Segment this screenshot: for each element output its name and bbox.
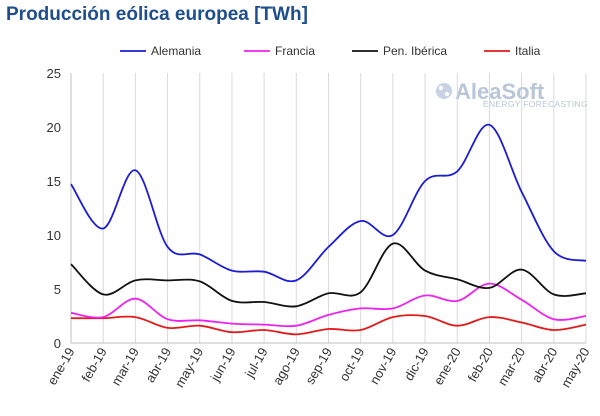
y-tick-label: 25 xyxy=(47,66,61,81)
x-tick-label: may-19 xyxy=(172,345,207,390)
x-tick-label: jun-19 xyxy=(207,345,239,385)
y-tick-label: 20 xyxy=(47,120,61,135)
x-tick-label: feb-20 xyxy=(465,345,496,384)
gridlines xyxy=(102,73,587,343)
x-tick-label: abr-20 xyxy=(529,345,561,385)
legend: Alemania Francia Pen. Ibérica Italia xyxy=(120,44,541,58)
logo-circle-icon xyxy=(436,83,452,99)
x-tick-label: ene-20 xyxy=(431,345,464,388)
y-tick-label: 15 xyxy=(47,174,61,189)
x-tick-label: mar-20 xyxy=(495,345,529,388)
chart-title: Producción eólica europea [TWh] xyxy=(6,4,308,25)
series-line-alemania xyxy=(70,123,587,283)
y-axis-ticks: 0 5 10 15 20 25 xyxy=(47,66,61,351)
legend-label: Francia xyxy=(275,44,315,58)
axes xyxy=(70,73,586,344)
x-tick-label: dic-19 xyxy=(401,345,432,383)
logo-main-text: AleaSoft xyxy=(455,79,545,104)
x-tick-label: jul-19 xyxy=(241,345,270,381)
x-tick-label: ago-19 xyxy=(270,345,303,388)
x-tick-label: nov-19 xyxy=(367,345,400,387)
x-tick-label: mar-19 xyxy=(108,345,142,388)
y-tick-label: 0 xyxy=(54,336,61,351)
y-tick-label: 10 xyxy=(47,228,61,243)
x-tick-label: may-20 xyxy=(558,345,593,390)
x-tick-label: ene-19 xyxy=(44,345,77,388)
series-line-italia xyxy=(70,314,587,336)
logo-sub-text: ENERGY FORECASTING xyxy=(483,99,588,109)
series-lines xyxy=(70,123,587,336)
legend-label: Alemania xyxy=(151,44,201,58)
aleasoft-logo: AleaSoft ENERGY FORECASTING xyxy=(436,79,588,109)
series-line-francia xyxy=(70,282,587,328)
x-tick-label: abr-19 xyxy=(142,345,174,385)
x-tick-label: sep-19 xyxy=(302,345,335,387)
series-line-pen-ib-rica xyxy=(70,242,587,308)
legend-label: Pen. Ibérica xyxy=(383,44,447,58)
x-tick-label: feb-19 xyxy=(78,345,109,384)
y-tick-label: 5 xyxy=(54,282,61,297)
x-tick-label: oct-19 xyxy=(336,345,367,384)
legend-label: Italia xyxy=(515,44,541,58)
